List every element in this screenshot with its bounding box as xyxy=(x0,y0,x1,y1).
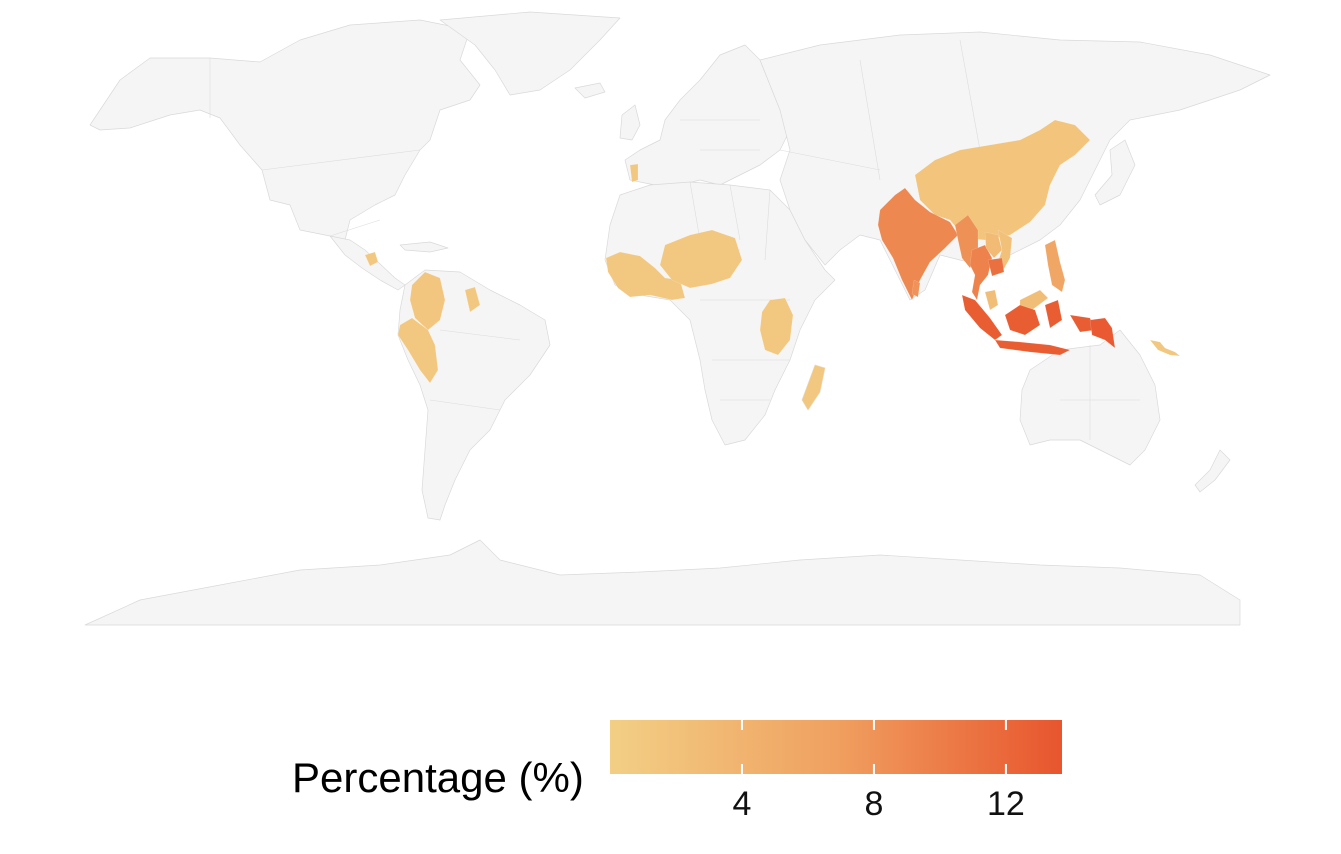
country-colombia xyxy=(409,271,446,331)
landmass-africa xyxy=(604,181,836,446)
country-philippines xyxy=(1044,239,1066,293)
legend-tick-label: 4 xyxy=(732,785,752,823)
country-thailand xyxy=(969,244,993,301)
country-guyana xyxy=(464,286,481,313)
base-land xyxy=(84,11,1271,626)
landmass-caribbean xyxy=(399,241,449,253)
country-west-africa xyxy=(605,251,686,301)
landmass-north-america xyxy=(89,19,481,241)
landmass-central-america xyxy=(329,235,406,291)
country-china xyxy=(914,119,1091,241)
country-madagascar xyxy=(801,364,826,411)
landmass-antarctica xyxy=(84,539,1241,626)
legend-tick-label: 8 xyxy=(864,785,884,823)
country-portugal xyxy=(629,163,639,183)
country-peru xyxy=(397,317,439,384)
legend-title: Percentage (%) xyxy=(292,754,584,801)
landmass-south-america xyxy=(397,269,551,521)
country-solomon-islands xyxy=(1149,339,1181,357)
country-niger xyxy=(659,229,743,289)
country-indonesia xyxy=(961,294,1096,356)
country-tanzania xyxy=(759,297,794,356)
country-sri-lanka xyxy=(911,279,921,298)
legend-tick-label: 12 xyxy=(986,785,1025,823)
country-cambodia xyxy=(987,257,1005,277)
country-laos xyxy=(984,231,1003,259)
country-guatemala xyxy=(364,251,379,267)
highlighted-countries xyxy=(364,119,1181,411)
legend-colorbar xyxy=(610,720,1062,774)
country-papua-new-guinea xyxy=(1089,317,1116,349)
landmass-iceland xyxy=(574,82,606,99)
landmass-uk xyxy=(619,104,641,141)
world-map xyxy=(84,11,1271,626)
country-india xyxy=(877,187,959,301)
country-malaysia xyxy=(984,289,1049,311)
landmass-new-zealand xyxy=(1194,449,1231,493)
landmass-japan xyxy=(1094,139,1136,206)
landmass-greenland xyxy=(439,11,621,96)
